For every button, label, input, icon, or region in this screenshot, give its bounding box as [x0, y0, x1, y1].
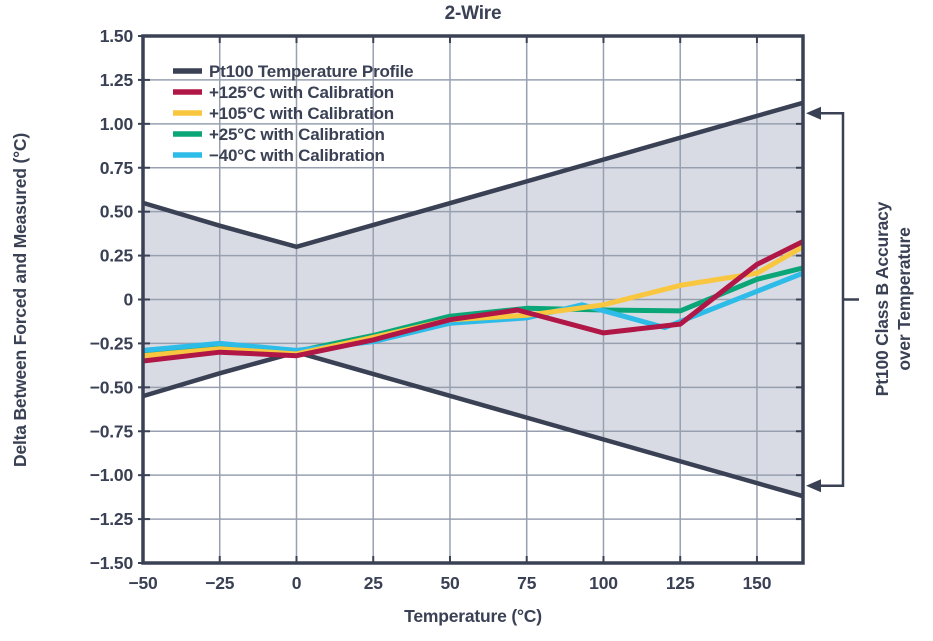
x-tick-label-2: 0: [292, 573, 302, 593]
legend-label-1: +125°C with Calibration: [209, 83, 394, 102]
x-tick-label-3: 25: [364, 573, 384, 593]
y-tick-label-7: −0.25: [90, 333, 134, 353]
y-tick-label-11: −1.25: [90, 509, 134, 529]
chart-title: 2-Wire: [444, 3, 502, 24]
series-line-1: [142, 244, 805, 359]
y-tick-label-9: −0.75: [90, 421, 134, 441]
x-tick-label-4: 50: [440, 573, 460, 593]
y-tick-label-1: 1.25: [100, 70, 134, 90]
y-tick-label-8: −0.50: [90, 377, 134, 397]
x-axis-title: Temperature (°C): [404, 606, 542, 626]
y-axis-title: Delta Between Forced and Measured (°C): [10, 133, 30, 467]
x-tick-label-7: 125: [666, 573, 695, 593]
y-tick-label-0: 1.50: [100, 26, 134, 46]
annotation-line-2: over Temperature: [894, 227, 914, 371]
annotation-line-1: Pt100 Class B Accuracy: [872, 201, 892, 397]
pt100-profile-lower-line: [142, 349, 804, 499]
pt100-profile-upper-line: [142, 100, 804, 250]
x-tick-label-1: −25: [205, 573, 235, 593]
y-tick-label-5: 0.25: [100, 246, 134, 266]
y-tick-label-10: −1.00: [90, 465, 134, 485]
y-tick-label-4: 0.50: [100, 202, 134, 222]
x-tick-label-6: 100: [589, 573, 618, 593]
bracket-arrow-top: [806, 106, 821, 120]
legend-label-0: Pt100 Temperature Profile: [209, 62, 413, 81]
series-line-3: [142, 270, 804, 353]
bracket-arrow-bottom: [806, 479, 821, 493]
y-tick-label-3: 0.75: [100, 158, 134, 178]
legend-label-2: +105°C with Calibration: [209, 104, 394, 123]
legend-label-3: +25°C with Calibration: [209, 125, 385, 144]
class-b-annotation-text: Pt100 Class B Accuracy over Temperature: [871, 79, 915, 519]
y-tick-label-2: 1.00: [100, 114, 134, 134]
x-tick-label-8: 150: [743, 573, 772, 593]
legend-label-4: −40°C with Calibration: [209, 146, 385, 165]
x-tick-label-0: −50: [128, 573, 158, 593]
accuracy-bracket: [819, 112, 859, 487]
x-tick-label-5: 75: [517, 573, 537, 593]
y-tick-label-12: −1.50: [90, 553, 134, 573]
y-tick-label-6: 0: [123, 290, 133, 310]
series-line-0: [142, 239, 805, 364]
